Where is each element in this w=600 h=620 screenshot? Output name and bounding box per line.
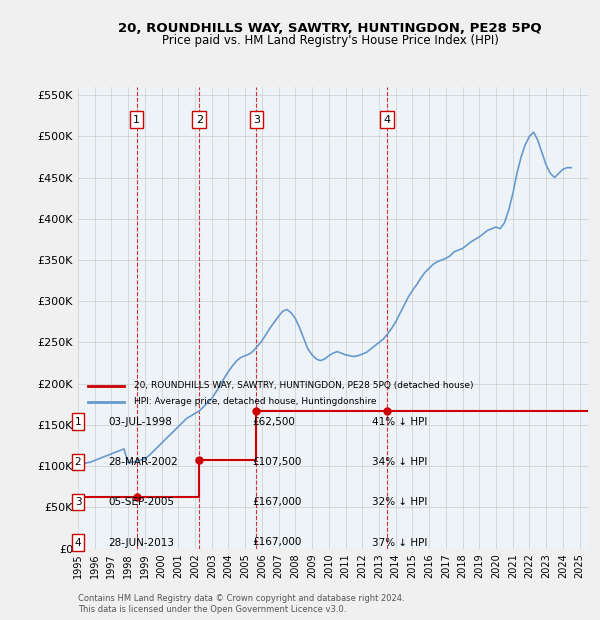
Text: 34% ↓ HPI: 34% ↓ HPI — [372, 457, 427, 467]
Text: 41% ↓ HPI: 41% ↓ HPI — [372, 417, 427, 427]
Text: £167,000: £167,000 — [252, 497, 301, 507]
Text: 1: 1 — [74, 417, 82, 427]
Text: £167,000: £167,000 — [252, 538, 301, 547]
Text: 2: 2 — [74, 457, 82, 467]
Text: 4: 4 — [383, 115, 391, 125]
Text: 3: 3 — [253, 115, 260, 125]
Text: 37% ↓ HPI: 37% ↓ HPI — [372, 538, 427, 547]
Text: 4: 4 — [74, 538, 82, 547]
Text: Contains HM Land Registry data © Crown copyright and database right 2024.
This d: Contains HM Land Registry data © Crown c… — [78, 595, 404, 614]
Text: 32% ↓ HPI: 32% ↓ HPI — [372, 497, 427, 507]
Text: 20, ROUNDHILLS WAY, SAWTRY, HUNTINGDON, PE28 5PQ (detached house): 20, ROUNDHILLS WAY, SAWTRY, HUNTINGDON, … — [134, 381, 473, 390]
Text: £107,500: £107,500 — [252, 457, 301, 467]
Text: 28-JUN-2013: 28-JUN-2013 — [108, 538, 174, 547]
Text: £62,500: £62,500 — [252, 417, 295, 427]
Text: Price paid vs. HM Land Registry's House Price Index (HPI): Price paid vs. HM Land Registry's House … — [161, 34, 499, 47]
Text: 3: 3 — [74, 497, 82, 507]
Text: HPI: Average price, detached house, Huntingdonshire: HPI: Average price, detached house, Hunt… — [134, 397, 377, 406]
Text: 1: 1 — [133, 115, 140, 125]
Text: 2: 2 — [196, 115, 203, 125]
Text: 28-MAR-2002: 28-MAR-2002 — [108, 457, 178, 467]
Text: 03-JUL-1998: 03-JUL-1998 — [108, 417, 172, 427]
Text: 05-SEP-2005: 05-SEP-2005 — [108, 497, 174, 507]
Text: 20, ROUNDHILLS WAY, SAWTRY, HUNTINGDON, PE28 5PQ: 20, ROUNDHILLS WAY, SAWTRY, HUNTINGDON, … — [118, 22, 542, 35]
